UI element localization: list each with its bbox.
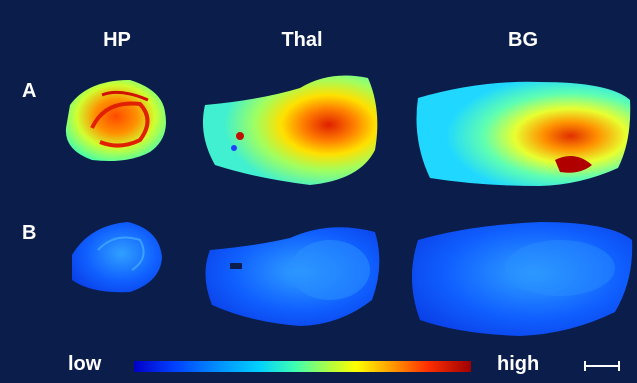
row-label-b: B (22, 222, 37, 244)
colorbar-low-label: low (68, 353, 102, 375)
colorbar-high-label: high (497, 353, 540, 375)
row-label-a: A (22, 80, 37, 102)
panel-b-hp (72, 222, 162, 293)
panel-a-bg (416, 81, 631, 186)
panel-a-thal (202, 75, 378, 185)
panel-b-thal (205, 227, 380, 326)
column-label-thal: Thal (281, 29, 323, 51)
scale-bar (584, 361, 620, 371)
panel-a-hp (65, 80, 166, 161)
column-label-bg: BG (508, 29, 538, 51)
panel-b-bg (411, 222, 633, 336)
colorbar (134, 361, 471, 372)
column-label-hp: HP (103, 29, 131, 51)
